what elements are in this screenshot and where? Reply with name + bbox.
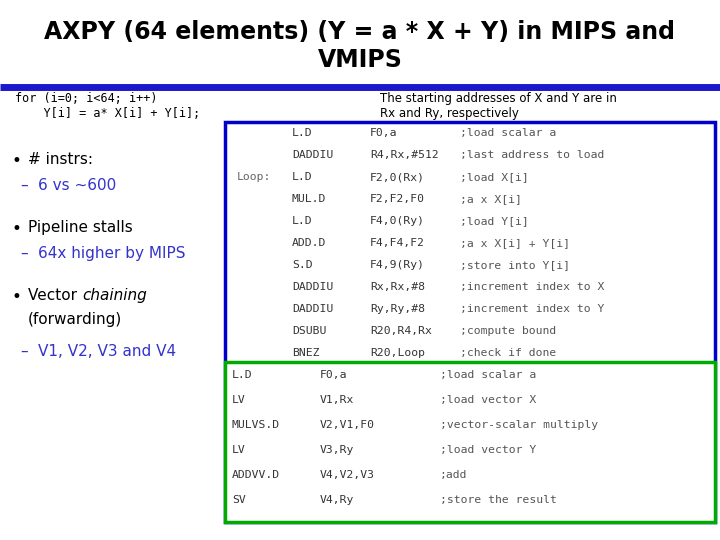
Text: ;store the result: ;store the result: [440, 495, 557, 505]
Text: •: •: [12, 152, 22, 170]
Text: R4,Rx,#512: R4,Rx,#512: [370, 150, 438, 160]
Text: ;load vector X: ;load vector X: [440, 395, 536, 405]
Text: V4,V2,V3: V4,V2,V3: [320, 470, 375, 480]
Text: VMIPS: VMIPS: [318, 48, 402, 72]
Text: chaining: chaining: [82, 288, 147, 303]
Text: AXPY (64 elements) (Y = a * X + Y) in MIPS and: AXPY (64 elements) (Y = a * X + Y) in MI…: [45, 20, 675, 44]
Text: LV: LV: [232, 445, 246, 455]
Text: R20,R4,Rx: R20,R4,Rx: [370, 326, 432, 336]
Text: L.D: L.D: [292, 216, 312, 226]
Text: F0,a: F0,a: [370, 128, 397, 138]
Text: F4,9(Ry): F4,9(Ry): [370, 260, 425, 270]
Text: ;increment index to X: ;increment index to X: [460, 282, 604, 292]
Text: ;last address to load: ;last address to load: [460, 150, 604, 160]
Text: Loop:: Loop:: [237, 172, 271, 182]
Text: F2,F2,F0: F2,F2,F0: [370, 194, 425, 204]
Text: DADDIU: DADDIU: [292, 150, 333, 160]
Text: –: –: [20, 178, 27, 193]
Text: V2,V1,F0: V2,V1,F0: [320, 420, 375, 430]
Text: DADDIU: DADDIU: [292, 282, 333, 292]
Text: ADD.D: ADD.D: [292, 238, 326, 248]
Text: V3,Ry: V3,Ry: [320, 445, 354, 455]
Text: R20,Loop: R20,Loop: [370, 348, 425, 358]
Text: ;increment index to Y: ;increment index to Y: [460, 304, 604, 314]
Text: V4,Ry: V4,Ry: [320, 495, 354, 505]
Text: MULVS.D: MULVS.D: [232, 420, 280, 430]
Text: ;load X[i]: ;load X[i]: [460, 172, 528, 182]
Text: Ry,Ry,#8: Ry,Ry,#8: [370, 304, 425, 314]
Text: ADDVV.D: ADDVV.D: [232, 470, 280, 480]
Text: –: –: [20, 246, 27, 261]
Text: MUL.D: MUL.D: [292, 194, 326, 204]
Text: ;compute bound: ;compute bound: [460, 326, 557, 336]
Text: F2,0(Rx): F2,0(Rx): [370, 172, 425, 182]
Text: ;load scalar a: ;load scalar a: [440, 370, 536, 380]
Text: # instrs:: # instrs:: [28, 152, 93, 167]
Text: ;a x X[i]: ;a x X[i]: [460, 194, 522, 204]
Text: ;add: ;add: [440, 470, 467, 480]
Text: The starting addresses of X and Y are in: The starting addresses of X and Y are in: [380, 92, 617, 105]
Text: ;load Y[i]: ;load Y[i]: [460, 216, 528, 226]
Text: V1,Rx: V1,Rx: [320, 395, 354, 405]
Text: ;vector-scalar multiply: ;vector-scalar multiply: [440, 420, 598, 430]
Text: DSUBU: DSUBU: [292, 326, 326, 336]
Text: Y[i] = a* X[i] + Y[i];: Y[i] = a* X[i] + Y[i];: [15, 107, 200, 120]
Text: –: –: [20, 344, 27, 359]
Text: BNEZ: BNEZ: [292, 348, 320, 358]
Text: F0,a: F0,a: [320, 370, 348, 380]
Text: Vector: Vector: [28, 288, 82, 303]
Text: ;load scalar a: ;load scalar a: [460, 128, 557, 138]
Text: L.D: L.D: [292, 172, 312, 182]
Text: Pipeline stalls: Pipeline stalls: [28, 220, 132, 235]
Bar: [225, 362, 715, 522]
Text: DADDIU: DADDIU: [292, 304, 333, 314]
Text: V1, V2, V3 and V4: V1, V2, V3 and V4: [38, 344, 176, 359]
Text: ;load vector Y: ;load vector Y: [440, 445, 536, 455]
Text: •: •: [12, 288, 22, 306]
Text: S.D: S.D: [292, 260, 312, 270]
Bar: [225, 122, 715, 522]
Text: LV: LV: [232, 395, 246, 405]
Text: L.D: L.D: [292, 128, 312, 138]
Text: 6 vs ~600: 6 vs ~600: [38, 178, 116, 193]
Text: ;a x X[i] + Y[i]: ;a x X[i] + Y[i]: [460, 238, 570, 248]
Text: for (i=0; i<64; i++): for (i=0; i<64; i++): [15, 92, 158, 105]
Text: •: •: [12, 220, 22, 238]
Text: SV: SV: [232, 495, 246, 505]
Text: L.D: L.D: [232, 370, 253, 380]
Text: ;store into Y[i]: ;store into Y[i]: [460, 260, 570, 270]
Text: F4,F4,F2: F4,F4,F2: [370, 238, 425, 248]
Text: Rx,Rx,#8: Rx,Rx,#8: [370, 282, 425, 292]
Text: ;check if done: ;check if done: [460, 348, 557, 358]
Text: F4,0(Ry): F4,0(Ry): [370, 216, 425, 226]
Text: Rx and Ry, respectively: Rx and Ry, respectively: [380, 107, 519, 120]
Text: 64x higher by MIPS: 64x higher by MIPS: [38, 246, 186, 261]
Text: (forwarding): (forwarding): [28, 312, 122, 327]
